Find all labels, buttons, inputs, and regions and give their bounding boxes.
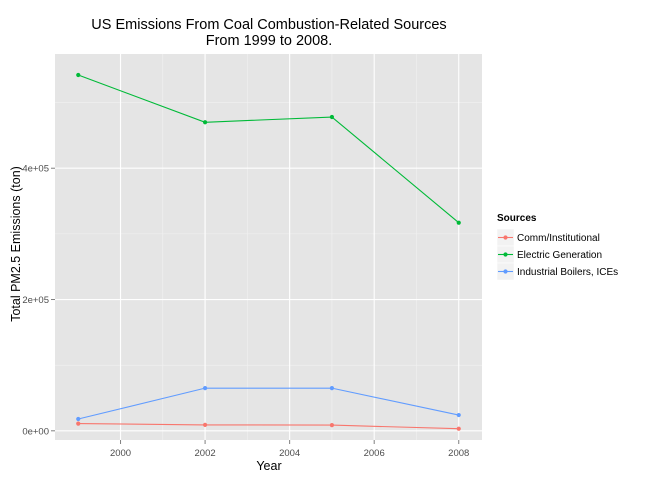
data-point [76,416,81,422]
data-point [76,421,81,426]
data-point [202,422,208,428]
x-tick-label: 2000 [110,448,131,459]
series-line [78,74,460,224]
data-point [202,120,208,125]
data-point [329,386,335,391]
legend: Sources Comm/Institutional Electric Gener… [496,213,618,281]
x-axis-ticks: 2000 2002 2004 2006 2008 [110,440,469,459]
y-tick-label: 4e+05 [22,164,49,175]
data-point [456,426,461,431]
legend-title: Sources [497,213,537,224]
data-point [202,386,208,391]
grid-major [55,54,482,440]
x-tick-label: 2004 [279,448,300,459]
legend-label: Electric Generation [517,250,602,261]
x-tick-label: 2008 [448,448,469,459]
legend-label: Industrial Boilers, ICEs [517,267,618,278]
y-tick-label: 0e+00 [22,426,49,437]
legend-items: Comm/Institutional Electric Generation Ind… [496,228,618,281]
data-point [456,412,461,418]
y-axis-ticks: 0e+00 2e+05 4e+05 [22,164,55,437]
series-layer [76,72,461,431]
legend-key-point [503,235,508,240]
y-axis-title: Total PM2.5 Emissions (ton) [9,166,23,322]
legend-label: Comm/Institutional [517,233,600,244]
plot-panel [55,54,482,440]
x-tick-label: 2002 [195,448,216,459]
x-tick-label: 2006 [364,448,385,459]
chart-title-line-1: US Emissions From Coal Combustion-Relate… [91,17,446,33]
data-point [456,220,461,225]
series-line [78,387,459,420]
data-point [329,114,335,120]
chart-title-line-2: From 1999 to 2008. [206,33,333,49]
series-line [78,423,459,430]
legend-key-point [503,252,508,257]
data-point [76,72,81,78]
data-point [329,422,335,428]
legend-key-point [503,269,508,274]
x-axis-title: Year [256,459,281,473]
y-tick-label: 2e+05 [22,295,49,306]
